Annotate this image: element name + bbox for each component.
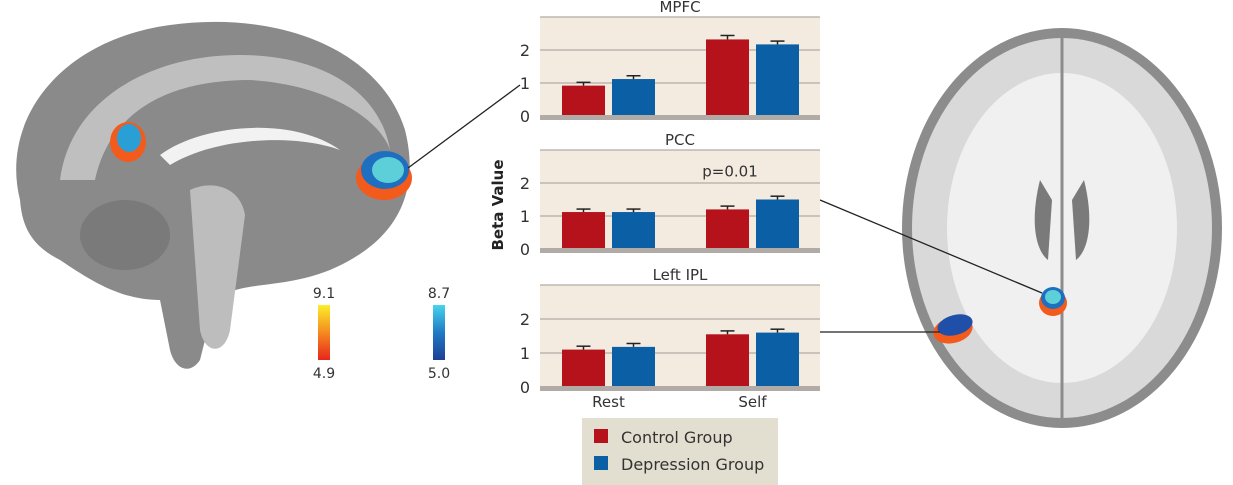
warm-colorbar xyxy=(318,305,330,360)
pcc-connector-line xyxy=(819,199,1043,294)
chart-title: Left IPL xyxy=(653,266,708,284)
y-tick-label: 2 xyxy=(520,310,530,329)
axial-brain-image xyxy=(902,28,1222,428)
cool-colorbar-min: 5.0 xyxy=(428,366,450,382)
y-tick-label: 1 xyxy=(520,344,530,363)
chart-title: MPFC xyxy=(659,0,700,16)
bar-depression-rest xyxy=(612,79,655,116)
y-axis-label: Beta Value xyxy=(489,159,507,250)
y-tick-label: 1 xyxy=(520,74,530,93)
cool-colorbar-max: 8.7 xyxy=(428,286,450,302)
bar-control-rest xyxy=(562,212,605,249)
bar-depression-rest xyxy=(612,346,655,387)
p-value-annotation: p=0.01 xyxy=(702,162,758,180)
y-tick-label: 0 xyxy=(520,240,530,259)
y-tick-label: 0 xyxy=(520,107,530,126)
warm-colorbar-min: 4.9 xyxy=(313,366,335,382)
legend-label-control: Control Group xyxy=(621,428,733,447)
bar-control-rest xyxy=(562,85,605,116)
bar-control-self xyxy=(706,209,749,249)
bar-control-self xyxy=(706,39,749,116)
legend-swatch-control xyxy=(594,429,608,443)
cool-colorbar xyxy=(433,305,445,360)
bar-charts: MPFC 0 1 2 PCC 0 1 2 p=0.01 Left IPL 0 1 2 Rest Self xyxy=(520,0,820,411)
legend-box xyxy=(582,418,778,485)
legend-swatch-depression xyxy=(594,456,608,470)
legend-label-depression: Depression Group xyxy=(621,455,764,474)
x-axis-baseline xyxy=(540,115,820,120)
bar-depression-self xyxy=(756,199,799,249)
bar-depression-self xyxy=(756,332,799,387)
x-axis-baseline xyxy=(540,386,820,391)
bar-control-self xyxy=(706,334,749,387)
y-tick-label: 0 xyxy=(520,378,530,397)
bar-depression-self xyxy=(756,44,799,116)
sagittal-brain-image xyxy=(16,21,412,369)
warm-colorbar-max: 9.1 xyxy=(313,286,335,302)
x-tick-label-rest: Rest xyxy=(592,393,625,411)
mpfc-connector-line xyxy=(407,84,521,169)
bar-depression-rest xyxy=(612,212,655,249)
legend: Control Group Depression Group xyxy=(582,418,778,485)
x-axis-baseline xyxy=(540,248,820,253)
chart-title: PCC xyxy=(665,131,695,149)
y-tick-label: 2 xyxy=(520,41,530,60)
x-tick-label-self: Self xyxy=(738,393,767,411)
y-tick-label: 2 xyxy=(520,174,530,193)
bar-control-rest xyxy=(562,349,605,387)
y-tick-label: 1 xyxy=(520,207,530,226)
